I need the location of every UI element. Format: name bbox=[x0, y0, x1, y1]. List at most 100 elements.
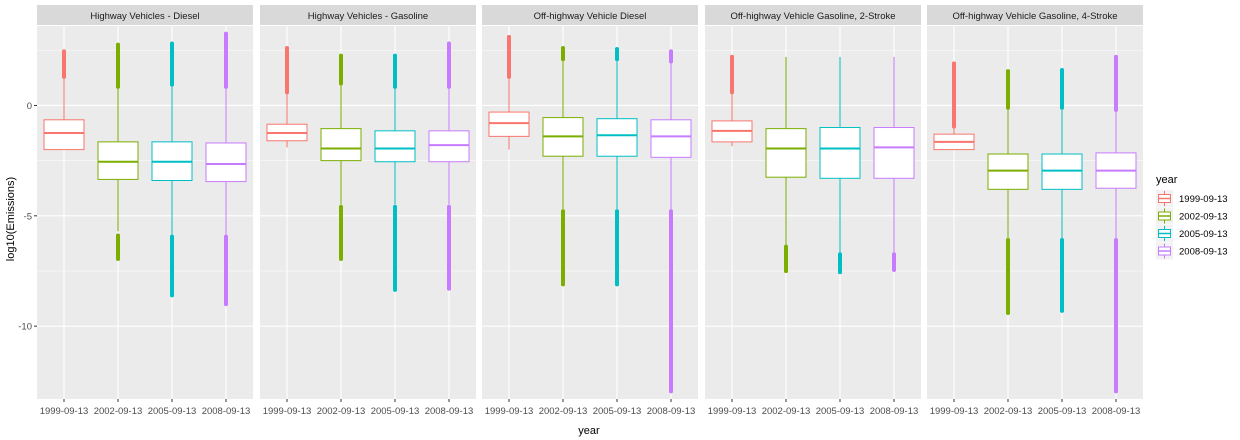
facet-strip-label: Highway Vehicles - Diesel bbox=[90, 11, 199, 22]
x-tick-label: 1999-09-13 bbox=[708, 406, 757, 417]
facet-strip-label: Highway Vehicles - Gasoline bbox=[308, 11, 428, 22]
box bbox=[1041, 68, 1083, 313]
box bbox=[765, 56, 807, 273]
box-iqr bbox=[428, 130, 470, 163]
x-tick-label: 2008-09-13 bbox=[1092, 406, 1141, 417]
box-iqr bbox=[488, 111, 530, 137]
box bbox=[542, 46, 584, 287]
outlier-point bbox=[116, 42, 120, 47]
outlier-point bbox=[62, 49, 66, 54]
outlier-point bbox=[447, 286, 451, 291]
outlier-point bbox=[1114, 389, 1118, 394]
facet-strip-label: Off-highway Vehicle Gasoline, 2-Stroke bbox=[730, 11, 895, 22]
box-iqr bbox=[43, 119, 85, 151]
legend-label: 1999-09-13 bbox=[1179, 194, 1228, 205]
outlier-point bbox=[952, 61, 956, 66]
outlier-point bbox=[1006, 310, 1010, 315]
outlier-point bbox=[116, 233, 120, 238]
outlier-point bbox=[116, 256, 120, 261]
y-axis: 0 -5 -10 bbox=[18, 101, 37, 333]
outlier-point bbox=[615, 47, 619, 52]
box bbox=[819, 56, 861, 275]
box-iqr bbox=[596, 118, 638, 157]
outlier-point bbox=[170, 41, 174, 46]
box-iqr bbox=[873, 127, 915, 179]
box-iqr bbox=[374, 130, 416, 163]
legend: year 1999-09-13 2002-09-13 2005-09-13 2008-… bbox=[1156, 174, 1228, 260]
box-iqr bbox=[205, 142, 247, 183]
outlier-point bbox=[669, 389, 673, 394]
box-iqr bbox=[765, 128, 807, 178]
x-tick-label: 2005-09-13 bbox=[148, 406, 197, 417]
y-axis-title: log10(Emissions) bbox=[5, 177, 17, 261]
outlier-point bbox=[447, 41, 451, 46]
x-tick-label: 2005-09-13 bbox=[1038, 406, 1087, 417]
box bbox=[320, 53, 362, 261]
facet-plot-background bbox=[482, 26, 698, 399]
outlier-point bbox=[170, 293, 174, 298]
facet-strip bbox=[482, 5, 698, 25]
outlier-point bbox=[730, 54, 734, 59]
x-tick-label: 2002-09-13 bbox=[539, 406, 588, 417]
x-tick-label: 2002-09-13 bbox=[762, 406, 811, 417]
x-tick-label: 2008-09-13 bbox=[202, 406, 251, 417]
box-iqr bbox=[1041, 153, 1083, 190]
outlier-point bbox=[447, 204, 451, 209]
outlier-point bbox=[838, 270, 842, 275]
outlier-point bbox=[393, 287, 397, 292]
x-tick-label: 1999-09-13 bbox=[263, 406, 312, 417]
facet-panel: Off-highway Vehicle Diesel 1999-09-13 2002… bbox=[482, 5, 698, 417]
y-tick-label: 0 bbox=[27, 101, 32, 112]
outlier-point bbox=[561, 282, 565, 287]
box bbox=[374, 53, 416, 292]
facet-plot-background bbox=[927, 26, 1143, 399]
outlier-point bbox=[339, 256, 343, 261]
legend-item: 2008-09-13 bbox=[1156, 242, 1228, 260]
x-tick-label: 2008-09-13 bbox=[870, 406, 919, 417]
outlier-point bbox=[1060, 308, 1064, 313]
outlier-point bbox=[393, 204, 397, 209]
facet-panels: 0 -5 -10 Highway Vehicles - Diesel 1999-09-1… bbox=[18, 5, 1143, 417]
box bbox=[933, 61, 975, 151]
box bbox=[488, 35, 530, 150]
facet-plot-background bbox=[705, 26, 921, 399]
box bbox=[43, 49, 85, 151]
box-iqr bbox=[650, 119, 692, 158]
x-tick-label: 2008-09-13 bbox=[425, 406, 474, 417]
box bbox=[987, 69, 1029, 315]
facet-strip bbox=[37, 5, 253, 25]
box bbox=[873, 56, 915, 272]
x-tick-label: 2005-09-13 bbox=[371, 406, 420, 417]
facet-strip bbox=[705, 5, 921, 25]
box bbox=[97, 42, 139, 261]
facet-strip-label: Off-highway Vehicle Diesel bbox=[534, 11, 647, 22]
legend-item: 1999-09-13 bbox=[1156, 190, 1228, 207]
legend-label: 2002-09-13 bbox=[1179, 212, 1228, 223]
outlier-point bbox=[1060, 68, 1064, 73]
box bbox=[266, 46, 308, 148]
outlier-point bbox=[1006, 69, 1010, 74]
outlier-point bbox=[615, 282, 619, 287]
outlier-point bbox=[561, 46, 565, 51]
x-axis-title: year bbox=[578, 425, 600, 437]
legend-item: 2005-09-13 bbox=[1156, 225, 1228, 242]
facet-plot-background bbox=[260, 26, 476, 399]
facet-panel: Off-highway Vehicle Gasoline, 2-Stroke 19… bbox=[705, 5, 921, 417]
outlier-point bbox=[224, 31, 228, 36]
box bbox=[711, 54, 753, 147]
outlier-point bbox=[892, 267, 896, 272]
legend-title: year bbox=[1156, 174, 1178, 186]
outlier-point bbox=[339, 53, 343, 58]
legend-label: 2005-09-13 bbox=[1179, 229, 1228, 240]
box bbox=[596, 47, 638, 287]
box-iqr bbox=[97, 141, 139, 180]
x-tick-label: 1999-09-13 bbox=[485, 406, 534, 417]
outlier-point bbox=[393, 53, 397, 58]
x-tick-label: 2008-09-13 bbox=[647, 406, 696, 417]
y-tick-label: -10 bbox=[18, 322, 32, 333]
facet-panel: Highway Vehicles - Gasoline 1999-09-13 200… bbox=[260, 5, 476, 417]
facet-panel: Highway Vehicles - Diesel 1999-09-13 2002-… bbox=[37, 5, 253, 417]
outlier-point bbox=[285, 46, 289, 51]
box bbox=[205, 31, 247, 307]
